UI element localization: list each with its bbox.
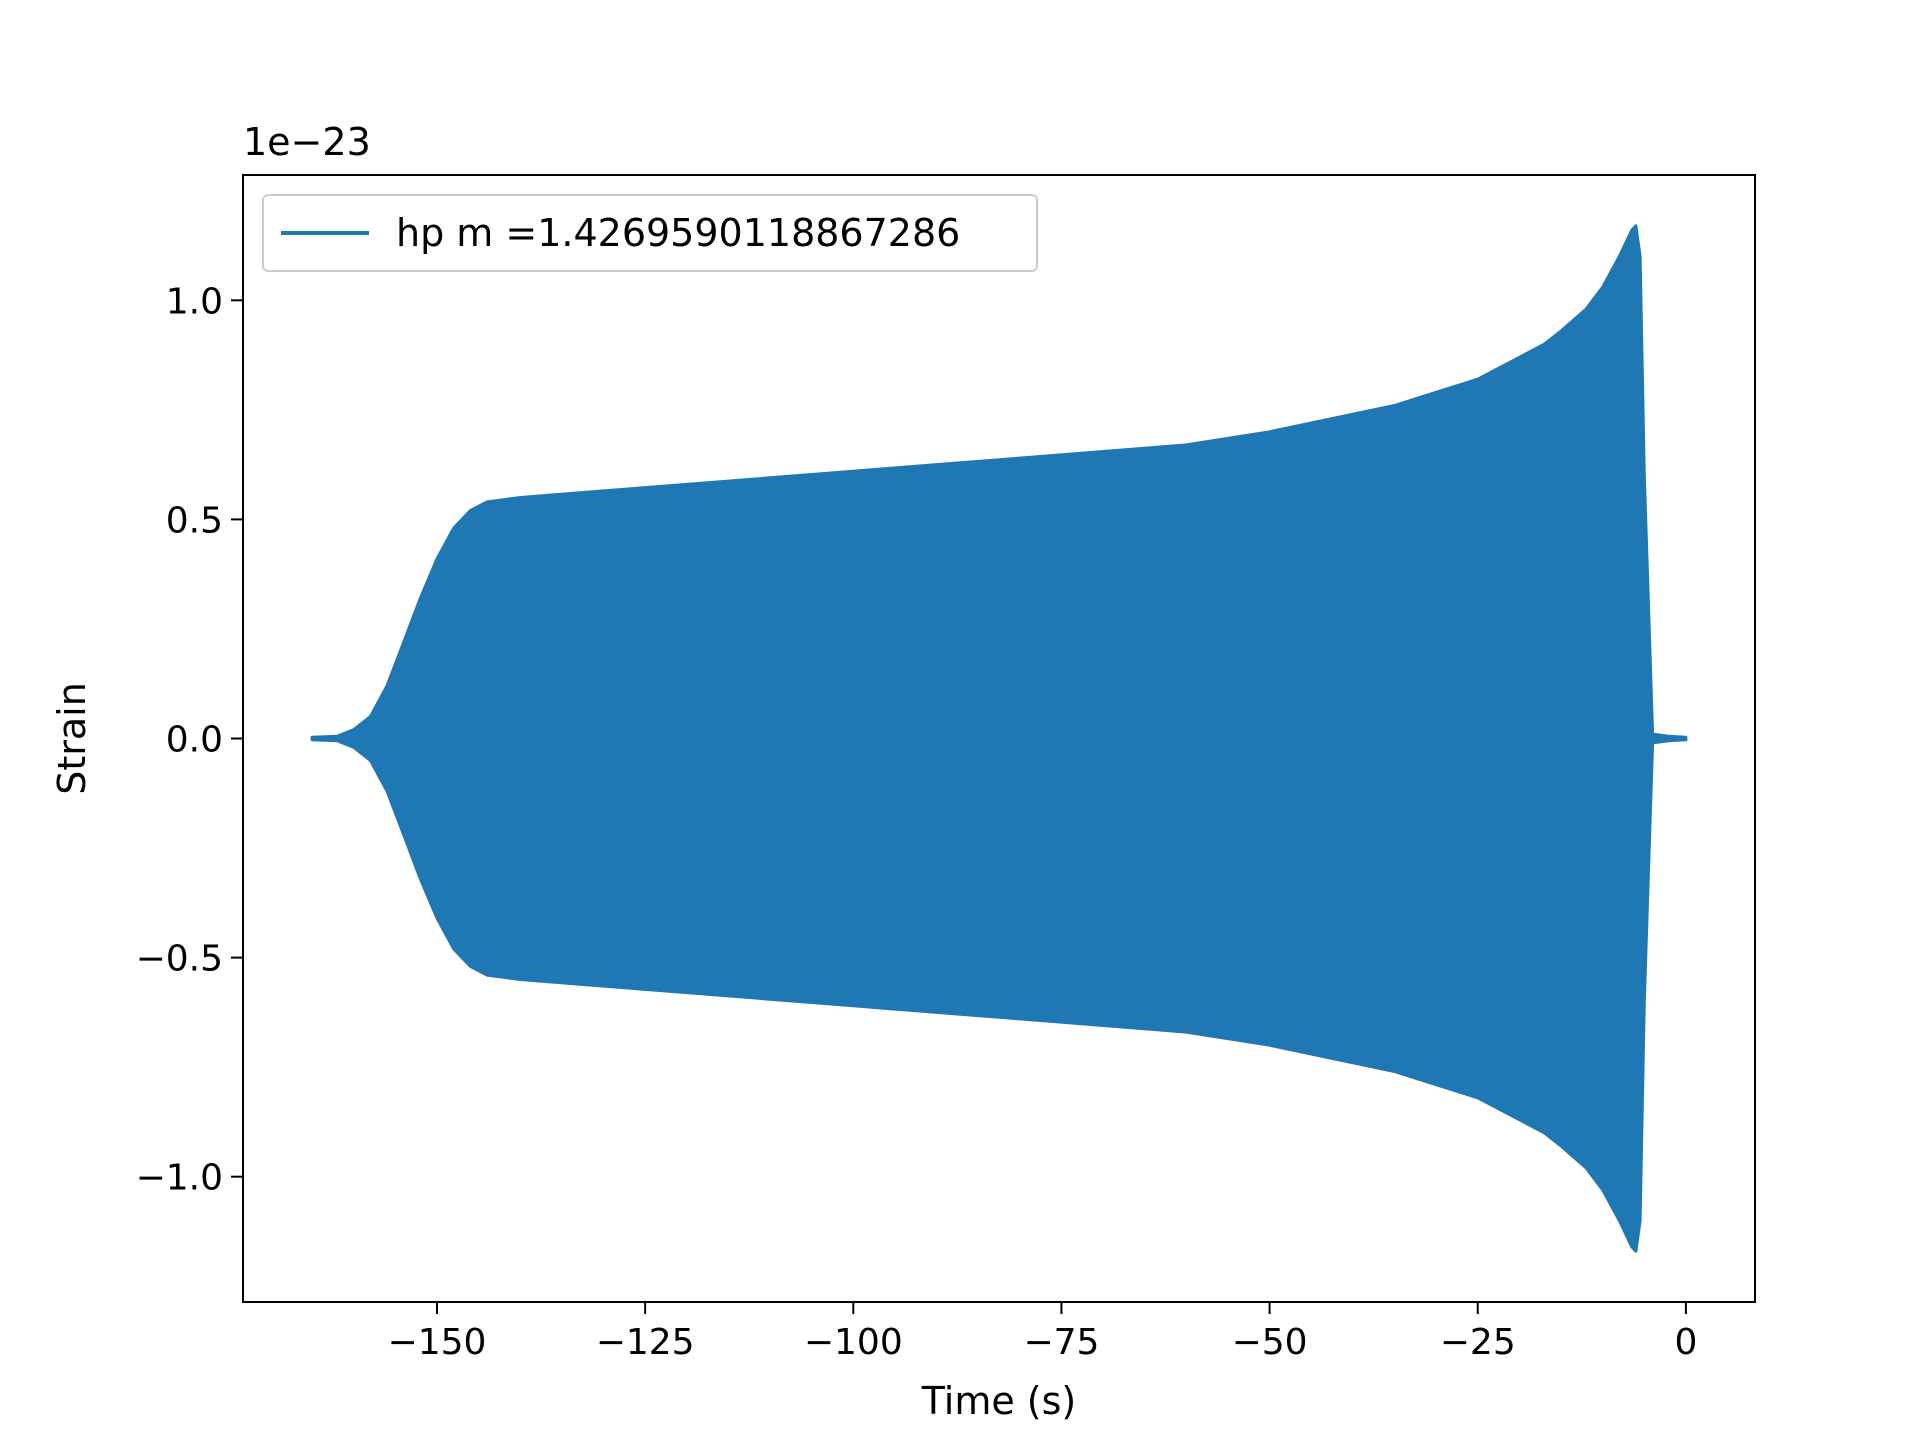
y-axis-offset-label: 1e−23 (243, 120, 371, 164)
plot-area (310, 224, 1688, 1253)
x-axis-ticks: −150 −125 −100 −75 −50 −25 0 (388, 1302, 1697, 1363)
y-tick-label: −0.5 (136, 939, 223, 980)
x-tick-label: 0 (1674, 1322, 1697, 1363)
x-tick-label: −75 (1023, 1322, 1099, 1363)
axes-frame (242, 174, 1756, 1303)
x-axis-label: Time (s) (921, 1379, 1077, 1423)
y-axis-label: Strain (50, 682, 94, 795)
y-tick-label: 0.5 (166, 500, 223, 541)
series-hp-waveform (310, 224, 1688, 1253)
x-tick-label: −150 (388, 1322, 487, 1363)
legend-box (262, 194, 1038, 272)
legend: hp m =1.4269590118867286 (262, 194, 1038, 272)
x-tick-label: −25 (1440, 1322, 1516, 1363)
y-axis-ticks: −1.0 −0.5 0.0 0.5 1.0 (136, 281, 243, 1199)
x-tick-label: −50 (1232, 1322, 1308, 1363)
x-tick-label: −125 (596, 1322, 695, 1363)
x-tick-label: −100 (804, 1322, 903, 1363)
y-tick-label: −1.0 (136, 1158, 223, 1199)
y-tick-label: 1.0 (166, 281, 223, 322)
legend-label: hp m =1.4269590118867286 (396, 211, 960, 255)
y-tick-label: 0.0 (166, 720, 223, 761)
